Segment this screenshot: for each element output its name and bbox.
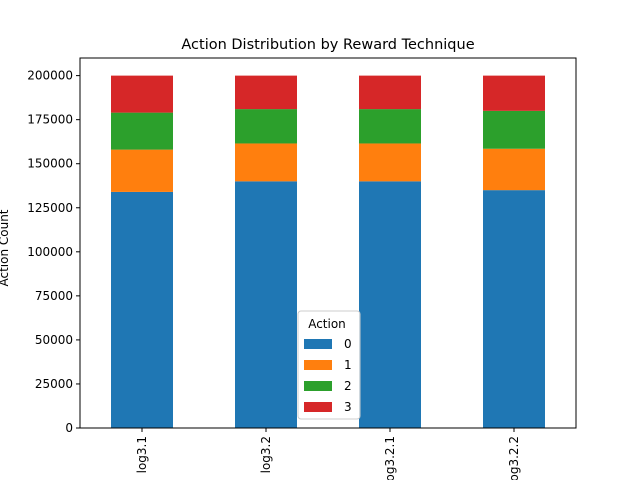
x-tick-label: log3.1 [135, 436, 149, 473]
legend-title: Action [308, 317, 346, 331]
bar-log3.2-action-3 [235, 75, 297, 110]
bar-log3.1-action-1 [111, 149, 173, 192]
chart-title: Action Distribution by Reward Technique [181, 37, 474, 53]
x-tick-label: log3.2.2 [507, 436, 521, 480]
bar-log3.2.2-action-1 [483, 148, 545, 191]
y-tick-label: 100000 [27, 245, 73, 259]
plot-frame [79, 57, 577, 429]
bar-log3.1-action-2 [111, 112, 173, 150]
legend-swatch-3 [304, 402, 332, 412]
bar-log3.2.1-action-0 [359, 181, 421, 428]
legend-swatch-0 [304, 339, 332, 349]
bar-log3.2-action-0 [235, 181, 297, 428]
y-tick-label: 125000 [27, 201, 73, 215]
bar-log3.2-action-1 [235, 143, 297, 182]
y-tick-label: 175000 [27, 113, 73, 127]
bar-log3.2-action-2 [235, 109, 297, 144]
bars-layer [111, 75, 545, 428]
axes-layer: 0 25000 50000 75000 100000 125000 150000 175000… [27, 57, 577, 484]
bar-log3.2.1-action-2 [359, 109, 421, 144]
bar-log3.2.1-action-1 [359, 143, 421, 182]
y-tick-label: 75000 [35, 289, 73, 303]
legend-label-1: 1 [344, 358, 352, 372]
bar-log3.2.2-action-2 [483, 110, 545, 149]
legend-label-3: 3 [344, 400, 352, 414]
y-tick-label: 200000 [27, 69, 73, 83]
y-tick-label: 25000 [35, 377, 73, 391]
legend-label-0: 0 [344, 337, 352, 351]
bar-log3.1-action-3 [111, 75, 173, 113]
legend-swatch-2 [304, 381, 332, 391]
legend-label-2: 2 [344, 379, 352, 393]
bar-log3.2.2-action-0 [483, 190, 545, 428]
y-tick-label: 50000 [35, 333, 73, 347]
legend-swatch-1 [304, 360, 332, 370]
y-axis-label: Action Count [0, 209, 11, 286]
y-tick-label: 0 [65, 421, 73, 435]
x-tick-label: log3.2 [259, 436, 273, 473]
bar-log3.2.1-action-3 [359, 75, 421, 110]
x-tick-label: log3.2.1 [383, 436, 397, 480]
bar-log3.2.2-action-3 [483, 75, 545, 111]
y-tick-label: 150000 [27, 157, 73, 171]
legend: Action 0 1 2 3 [297, 310, 361, 420]
bar-log3.1-action-0 [111, 191, 173, 428]
